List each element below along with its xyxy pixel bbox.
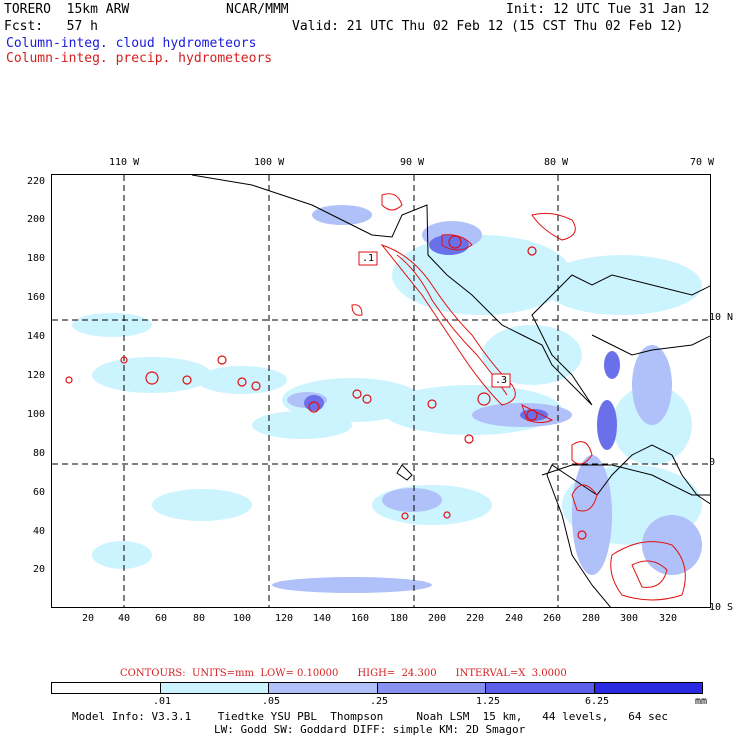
color-bar-label: .01 [153,696,172,707]
y-tick: 60 [33,487,46,498]
valid-time: Valid: 21 UTC Thu 02 Feb 12 (15 CST Thu … [292,19,684,34]
x-tick: 200 [428,613,447,624]
lon-label: 110 W [109,157,140,168]
model-info-line1: Model Info: V3.3.1 Tiedtke YSU PBL Thomp… [72,710,669,723]
x-tick: 240 [505,613,524,624]
x-tick: 140 [313,613,332,624]
contour-label: .3 [495,375,508,386]
color-bar-segment [160,683,269,693]
contours-info: CONTOURS: UNITS=mm LOW= 0.10000 HIGH= 24… [120,668,567,679]
color-bar-unit: mm [695,696,708,707]
x-tick: 20 [82,613,95,624]
map-canvas [52,175,710,607]
latlon-grid [52,175,710,607]
lon-label: 90 W [400,157,425,168]
x-tick: 120 [275,613,294,624]
lat-label: 10 S [709,602,734,613]
color-bar [51,682,703,694]
x-tick: 100 [233,613,252,624]
contour-label-box [358,251,378,266]
contour-label: .1 [362,253,375,264]
lon-label: 100 W [254,157,285,168]
color-bar-segment [377,683,486,693]
x-tick: 60 [155,613,168,624]
x-tick: 40 [118,613,131,624]
y-tick: 120 [27,370,46,381]
init-time: Init: 12 UTC Tue 31 Jan 12 [506,2,710,17]
color-bar-label: .05 [262,696,281,707]
y-tick: 20 [33,564,46,575]
color-bar-label: .25 [370,696,389,707]
y-tick: 180 [27,253,46,264]
model-name: TORERO 15km ARW [4,2,130,17]
y-tick: 80 [33,448,46,459]
coastline [191,175,710,607]
y-tick: 200 [27,214,46,225]
color-bar-segment [486,683,595,693]
contour-label-box [491,373,511,388]
x-tick: 320 [659,613,678,624]
field-cloud-label: Column-integ. cloud hydrometeors [6,36,257,51]
field-precip-label: Column-integ. precip. hydrometeors [6,51,273,66]
model-info-line2: LW: Godd SW: Goddard DIFF: simple KM: 2D… [214,723,526,736]
x-tick: 180 [390,613,409,624]
lon-label: 70 W [690,157,715,168]
lat-label: 10 N [709,312,734,323]
forecast-map: .1 .3 [51,174,711,608]
y-tick: 140 [27,331,46,342]
y-tick: 40 [33,526,46,537]
lon-label: 80 W [544,157,569,168]
x-tick: 220 [466,613,485,624]
lat-label: 0 [709,457,716,468]
cloud-shading-dark [304,235,620,450]
y-tick: 220 [27,176,46,187]
color-bar-segment [269,683,378,693]
x-tick: 80 [193,613,206,624]
color-bar-label: 6.25 [585,696,610,707]
color-bar-segment [52,683,161,693]
color-bar-label: 1.25 [476,696,501,707]
forecast-hour: Fcst: 57 h [4,19,98,34]
x-tick: 160 [351,613,370,624]
color-bar-segment [594,683,702,693]
precip-cells [65,235,587,540]
center-name: NCAR/MMM [226,2,289,17]
x-tick: 280 [582,613,601,624]
y-tick: 160 [27,292,46,303]
x-tick: 260 [543,613,562,624]
y-tick: 100 [27,409,46,420]
x-tick: 300 [620,613,639,624]
